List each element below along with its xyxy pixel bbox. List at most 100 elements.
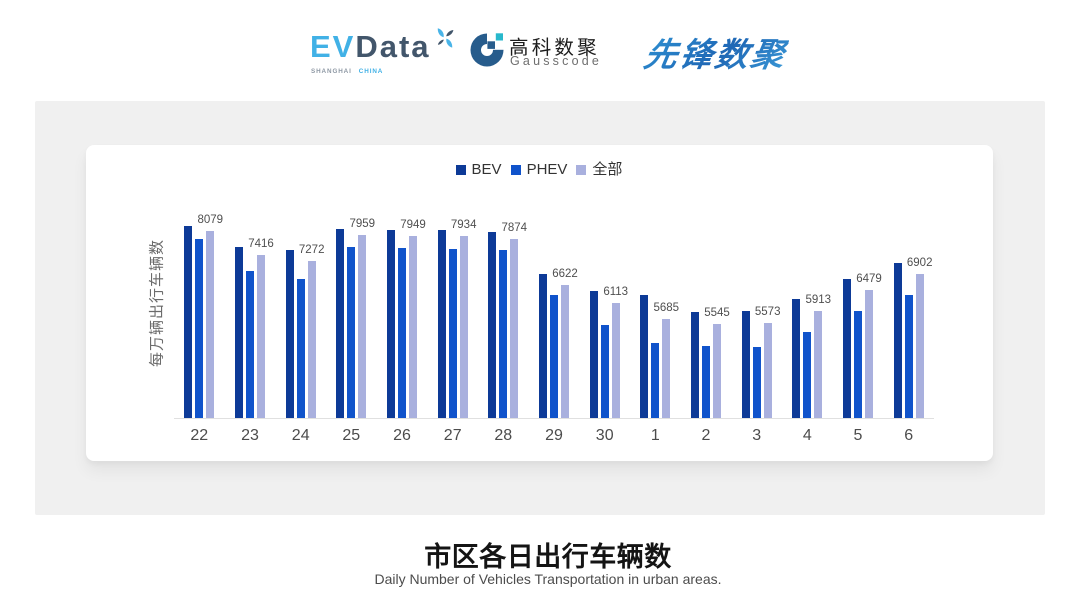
bar-PHEV-6[interactable] [904,294,913,418]
legend-item-PHEV[interactable]: PHEV [510,161,568,178]
gausscode-mark-icon [470,33,504,67]
x-tick-25: 25 [342,427,361,444]
bar-BEV-5[interactable] [843,278,851,418]
y-axis-label: 每万辆出行车辆数 [148,238,166,368]
chart-title: 市区各日出行车辆数 [424,542,672,572]
pioneer-cn-text: 先锋数聚 [641,28,791,76]
bar-value-label-4: 5913 [805,293,832,306]
x-axis-ticks: 22 23 24 25 26 27 28 29 30 1 2 3 4 5 6 [174,427,934,447]
bar-全部-23[interactable] [257,255,265,418]
bar-value-label-6: 6902 [906,257,933,270]
bar-PHEV-2[interactable] [702,346,710,418]
bar-全部-30[interactable] [611,303,620,418]
bar-PHEV-30[interactable] [600,325,609,418]
bar-全部-29[interactable] [561,284,569,418]
bar-BEV-30[interactable] [589,290,598,418]
bar-BEV-25[interactable] [336,229,345,418]
bar-value-label-24: 7272 [298,243,325,256]
legend-label: BEV [471,161,502,178]
bar-全部-5[interactable] [865,289,873,418]
x-tick-29: 29 [545,427,563,444]
x-tick-23: 23 [241,427,259,444]
bar-PHEV-24[interactable] [296,278,305,418]
x-tick-2: 2 [701,427,711,444]
bar-全部-25[interactable] [358,235,367,418]
gausscode-cn-text: 高科数聚 [509,37,600,59]
bar-BEV-24[interactable] [285,249,294,418]
evdata-pinwheel-icon [437,28,454,48]
evdata-china-text: CHINA [358,68,384,75]
bar-PHEV-5[interactable] [854,310,862,418]
bar-plot-area: 8079 7416 7272 7959 7949 7934 7874 6622 6113 5685… [174,214,934,419]
chart-legend: BEV PHEV 全部 [85,162,993,177]
bar-全部-27[interactable] [459,236,468,418]
x-tick-4: 4 [802,427,812,444]
legend-label: 全部 [592,161,623,178]
bar-全部-26[interactable] [409,235,417,418]
evdata-data-text: Data [355,29,431,64]
bar-全部-22[interactable] [206,231,215,418]
bar-value-label-28: 7874 [501,221,528,234]
bar-BEV-2[interactable] [691,311,699,418]
legend-swatch-全部 [576,164,587,175]
bar-全部-28[interactable] [510,238,519,418]
gausscode-en-text: Gausscode [510,54,603,68]
legend-item-BEV[interactable]: BEV [455,161,502,178]
bar-BEV-28[interactable] [488,232,497,418]
bar-PHEV-28[interactable] [499,250,508,418]
x-tick-1: 1 [650,427,660,444]
x-tick-24: 24 [291,427,310,444]
legend-item-全部[interactable]: 全部 [576,162,622,177]
bar-BEV-4[interactable] [792,299,801,418]
bar-BEV-29[interactable] [539,274,547,418]
evdata-subtext: SHANGHAI CHINA [311,68,383,75]
bar-value-label-30: 6113 [603,286,629,299]
bar-PHEV-4[interactable] [803,332,812,418]
x-tick-28: 28 [494,427,513,444]
bar-BEV-27[interactable] [437,229,446,418]
bar-value-label-23: 7416 [248,238,274,251]
bar-value-label-26: 7949 [400,218,426,231]
logo-row: EVData SHANGHAI CHINA 高科数聚 Gausscode [0,0,1080,100]
bar-BEV-26[interactable] [387,230,395,418]
bar-value-label-5: 6479 [856,272,882,285]
evdata-ev-text: EV [310,29,356,64]
bar-PHEV-23[interactable] [246,271,254,418]
bar-PHEV-1[interactable] [651,342,660,418]
evdata-shanghai-text: SHANGHAI [311,68,352,75]
gausscode-logo: 高科数聚 Gausscode [470,32,605,68]
bar-value-label-25: 7959 [349,218,376,231]
bar-value-label-29: 6622 [552,267,578,280]
bar-BEV-22[interactable] [184,226,193,418]
bar-BEV-1[interactable] [640,295,649,418]
chart-subtitle: Daily Number of Vehicles Transportation … [374,571,722,587]
bar-BEV-23[interactable] [235,246,243,418]
x-tick-6: 6 [904,427,914,444]
legend-swatch-BEV [455,164,466,175]
evdata-logo: EVData SHANGHAI CHINA [310,26,460,78]
bar-value-label-27: 7934 [450,219,477,232]
bar-全部-3[interactable] [763,323,772,418]
bar-全部-2[interactable] [713,324,721,418]
x-tick-26: 26 [393,427,411,444]
bar-value-label-22: 8079 [197,214,224,226]
bar-PHEV-27[interactable] [448,248,457,418]
bar-全部-1[interactable] [662,319,671,418]
bar-全部-4[interactable] [814,310,823,418]
bar-value-label-1: 5685 [653,302,680,315]
bar-PHEV-3[interactable] [752,347,761,418]
bar-全部-6[interactable] [915,274,924,418]
bar-PHEV-29[interactable] [550,294,558,418]
bar-BEV-6[interactable] [893,263,902,418]
legend-label: PHEV [526,161,568,178]
bar-BEV-3[interactable] [741,310,750,418]
x-tick-22: 22 [190,427,209,444]
bar-PHEV-22[interactable] [195,239,204,418]
bar-全部-24[interactable] [307,260,316,418]
pioneer-logo: 先锋数聚 [641,28,795,73]
evdata-wordmark: EVData [310,31,431,62]
bar-PHEV-25[interactable] [347,247,356,418]
bar-PHEV-26[interactable] [398,247,406,418]
bar-value-label-2: 5545 [704,307,730,320]
